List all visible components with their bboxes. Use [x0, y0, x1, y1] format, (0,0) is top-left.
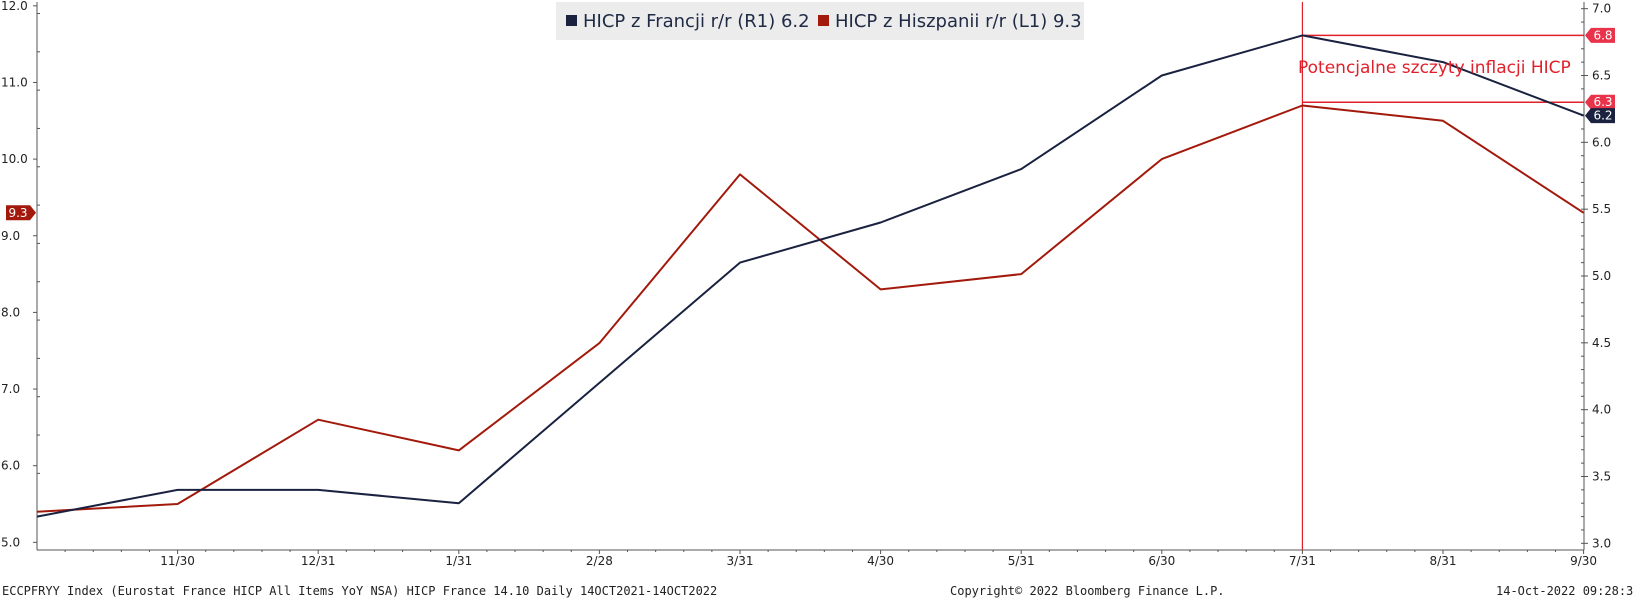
left-tick-label: 5.0 — [1, 535, 20, 549]
peak-value-tag-label: 6.3 — [1593, 95, 1612, 109]
peak-value-tag-shape — [1585, 27, 1615, 43]
legend-label-spain: HICP z Hiszpanii r/r (L1) 9.3 — [835, 11, 1082, 32]
left-tick-label: 6.0 — [1, 459, 20, 473]
legend-item-spain: HICP z Hiszpanii r/r (L1) 9.3 — [818, 11, 1082, 32]
x-tick-label: 11/30 — [160, 554, 195, 568]
left-tick-label: 7.0 — [1, 382, 20, 396]
x-tick-label: 3/31 — [727, 554, 754, 568]
right-tick-label: 5.0 — [1592, 269, 1611, 283]
annotation-lines — [1301, 2, 1584, 550]
spain-last-value-tag-label: 9.3 — [8, 206, 27, 220]
x-tick-label: 8/31 — [1430, 554, 1457, 568]
series-line-france — [36, 34, 1584, 518]
x-tick-label: 12/31 — [301, 554, 336, 568]
left-tick-label: 8.0 — [1, 305, 20, 319]
x-tick-label: 2/28 — [586, 554, 613, 568]
france-last-value-tag-label: 6.2 — [1593, 109, 1612, 123]
x-axis-ticks: 11/30 12/31 1/31 2/28 3/31 4/30 5/31 6/30 7/31 8/… — [64, 550, 1597, 568]
x-tick-label: 6/30 — [1148, 554, 1175, 568]
value-tags: 6.8 6.3 9.3 6.2 — [6, 27, 1615, 221]
footer-copyright: Copyright© 2022 Bloomberg Finance L.P. — [950, 584, 1225, 598]
left-tick-label: 9.0 — [1, 229, 20, 243]
right-tick-label: 4.0 — [1592, 403, 1611, 417]
legend-item-france: HICP z Francji r/r (R1) 6.2 — [566, 11, 810, 32]
peak-annotation: Potencjalne szczyty inflacji HICP — [1298, 58, 1571, 78]
left-tick-label: 12.0 — [1, 0, 28, 13]
peak-value-tag-shape — [1585, 94, 1615, 110]
legend-label-france: HICP z Francji r/r (R1) 6.2 — [583, 11, 810, 32]
right-tick-label: 6.0 — [1592, 135, 1611, 149]
france-last-value-tag-shape — [1585, 108, 1615, 124]
x-tick-label: 1/31 — [445, 554, 472, 568]
right-tick-label: 6.5 — [1592, 69, 1611, 83]
legend: HICP z Francji r/r (R1) 6.2 HICP z Hiszp… — [556, 2, 1084, 40]
right-tick-label: 3.0 — [1592, 536, 1611, 550]
series-line-spain — [36, 104, 1585, 513]
left-axis-ticks: 5.0 6.0 7.0 8.0 9.0 10.0 11.0 12.0 — [1, 0, 40, 551]
series-lines — [36, 34, 1585, 518]
right-tick-label: 3.5 — [1592, 469, 1611, 483]
right-tick-label: 4.5 — [1592, 336, 1611, 350]
left-tick-label: 10.0 — [1, 152, 28, 166]
left-tick-label: 11.0 — [1, 75, 28, 89]
footer-timestamp: 14-Oct-2022 09:28:35 — [1496, 584, 1634, 598]
x-tick-label: 7/31 — [1289, 554, 1316, 568]
spain-last-value-tag-shape — [6, 205, 36, 221]
footer-source: ECCPFRYY Index (Eurostat France HICP All… — [2, 584, 718, 598]
x-tick-label: 4/30 — [867, 554, 894, 568]
legend-swatch-france — [566, 15, 577, 26]
chart-axes — [36, 2, 1585, 551]
x-tick-label: 5/31 — [1008, 554, 1035, 568]
right-axis-ticks: 3.0 3.5 4.0 4.5 5.0 5.5 6.0 6.5 7.0 — [1581, 2, 1611, 550]
right-tick-label: 7.0 — [1592, 2, 1611, 16]
legend-swatch-spain — [818, 15, 829, 26]
right-tick-label: 5.5 — [1592, 202, 1611, 216]
x-tick-label: 9/30 — [1570, 554, 1597, 568]
peak-value-tag-label: 6.8 — [1593, 28, 1612, 42]
